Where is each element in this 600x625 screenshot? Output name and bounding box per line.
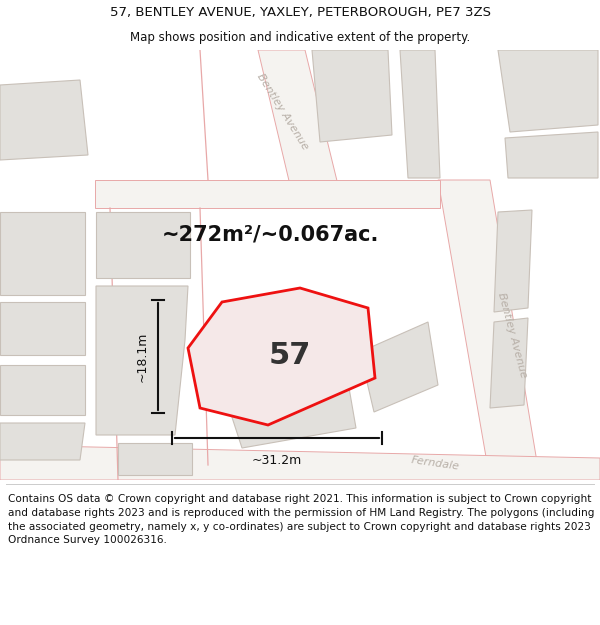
Polygon shape [96,286,188,435]
Polygon shape [0,365,85,415]
Text: 57, BENTLEY AVENUE, YAXLEY, PETERBOROUGH, PE7 3ZS: 57, BENTLEY AVENUE, YAXLEY, PETERBOROUGH… [110,6,491,19]
Polygon shape [95,180,440,208]
Text: 57: 57 [268,341,311,371]
Polygon shape [312,50,392,142]
Text: ~18.1m: ~18.1m [136,331,149,382]
Polygon shape [0,423,85,460]
Polygon shape [438,180,540,480]
Polygon shape [498,50,598,132]
Polygon shape [400,50,440,178]
Polygon shape [0,212,85,295]
Polygon shape [505,132,598,178]
Text: ~272m²/~0.067ac.: ~272m²/~0.067ac. [161,225,379,245]
Polygon shape [228,382,356,448]
Polygon shape [0,302,85,355]
Polygon shape [118,443,192,475]
Text: Contains OS data © Crown copyright and database right 2021. This information is : Contains OS data © Crown copyright and d… [8,494,594,545]
Polygon shape [360,322,438,412]
Polygon shape [0,445,600,480]
Polygon shape [0,80,88,160]
Polygon shape [494,210,532,312]
Polygon shape [258,50,338,185]
Text: Ferndale: Ferndale [410,454,460,471]
Polygon shape [490,318,528,408]
Text: Bentley Avenue: Bentley Avenue [256,72,311,152]
Text: Bentley Avenue: Bentley Avenue [496,291,528,379]
Polygon shape [96,212,190,278]
Text: Map shows position and indicative extent of the property.: Map shows position and indicative extent… [130,31,470,44]
Polygon shape [188,288,375,425]
Text: ~31.2m: ~31.2m [252,454,302,467]
